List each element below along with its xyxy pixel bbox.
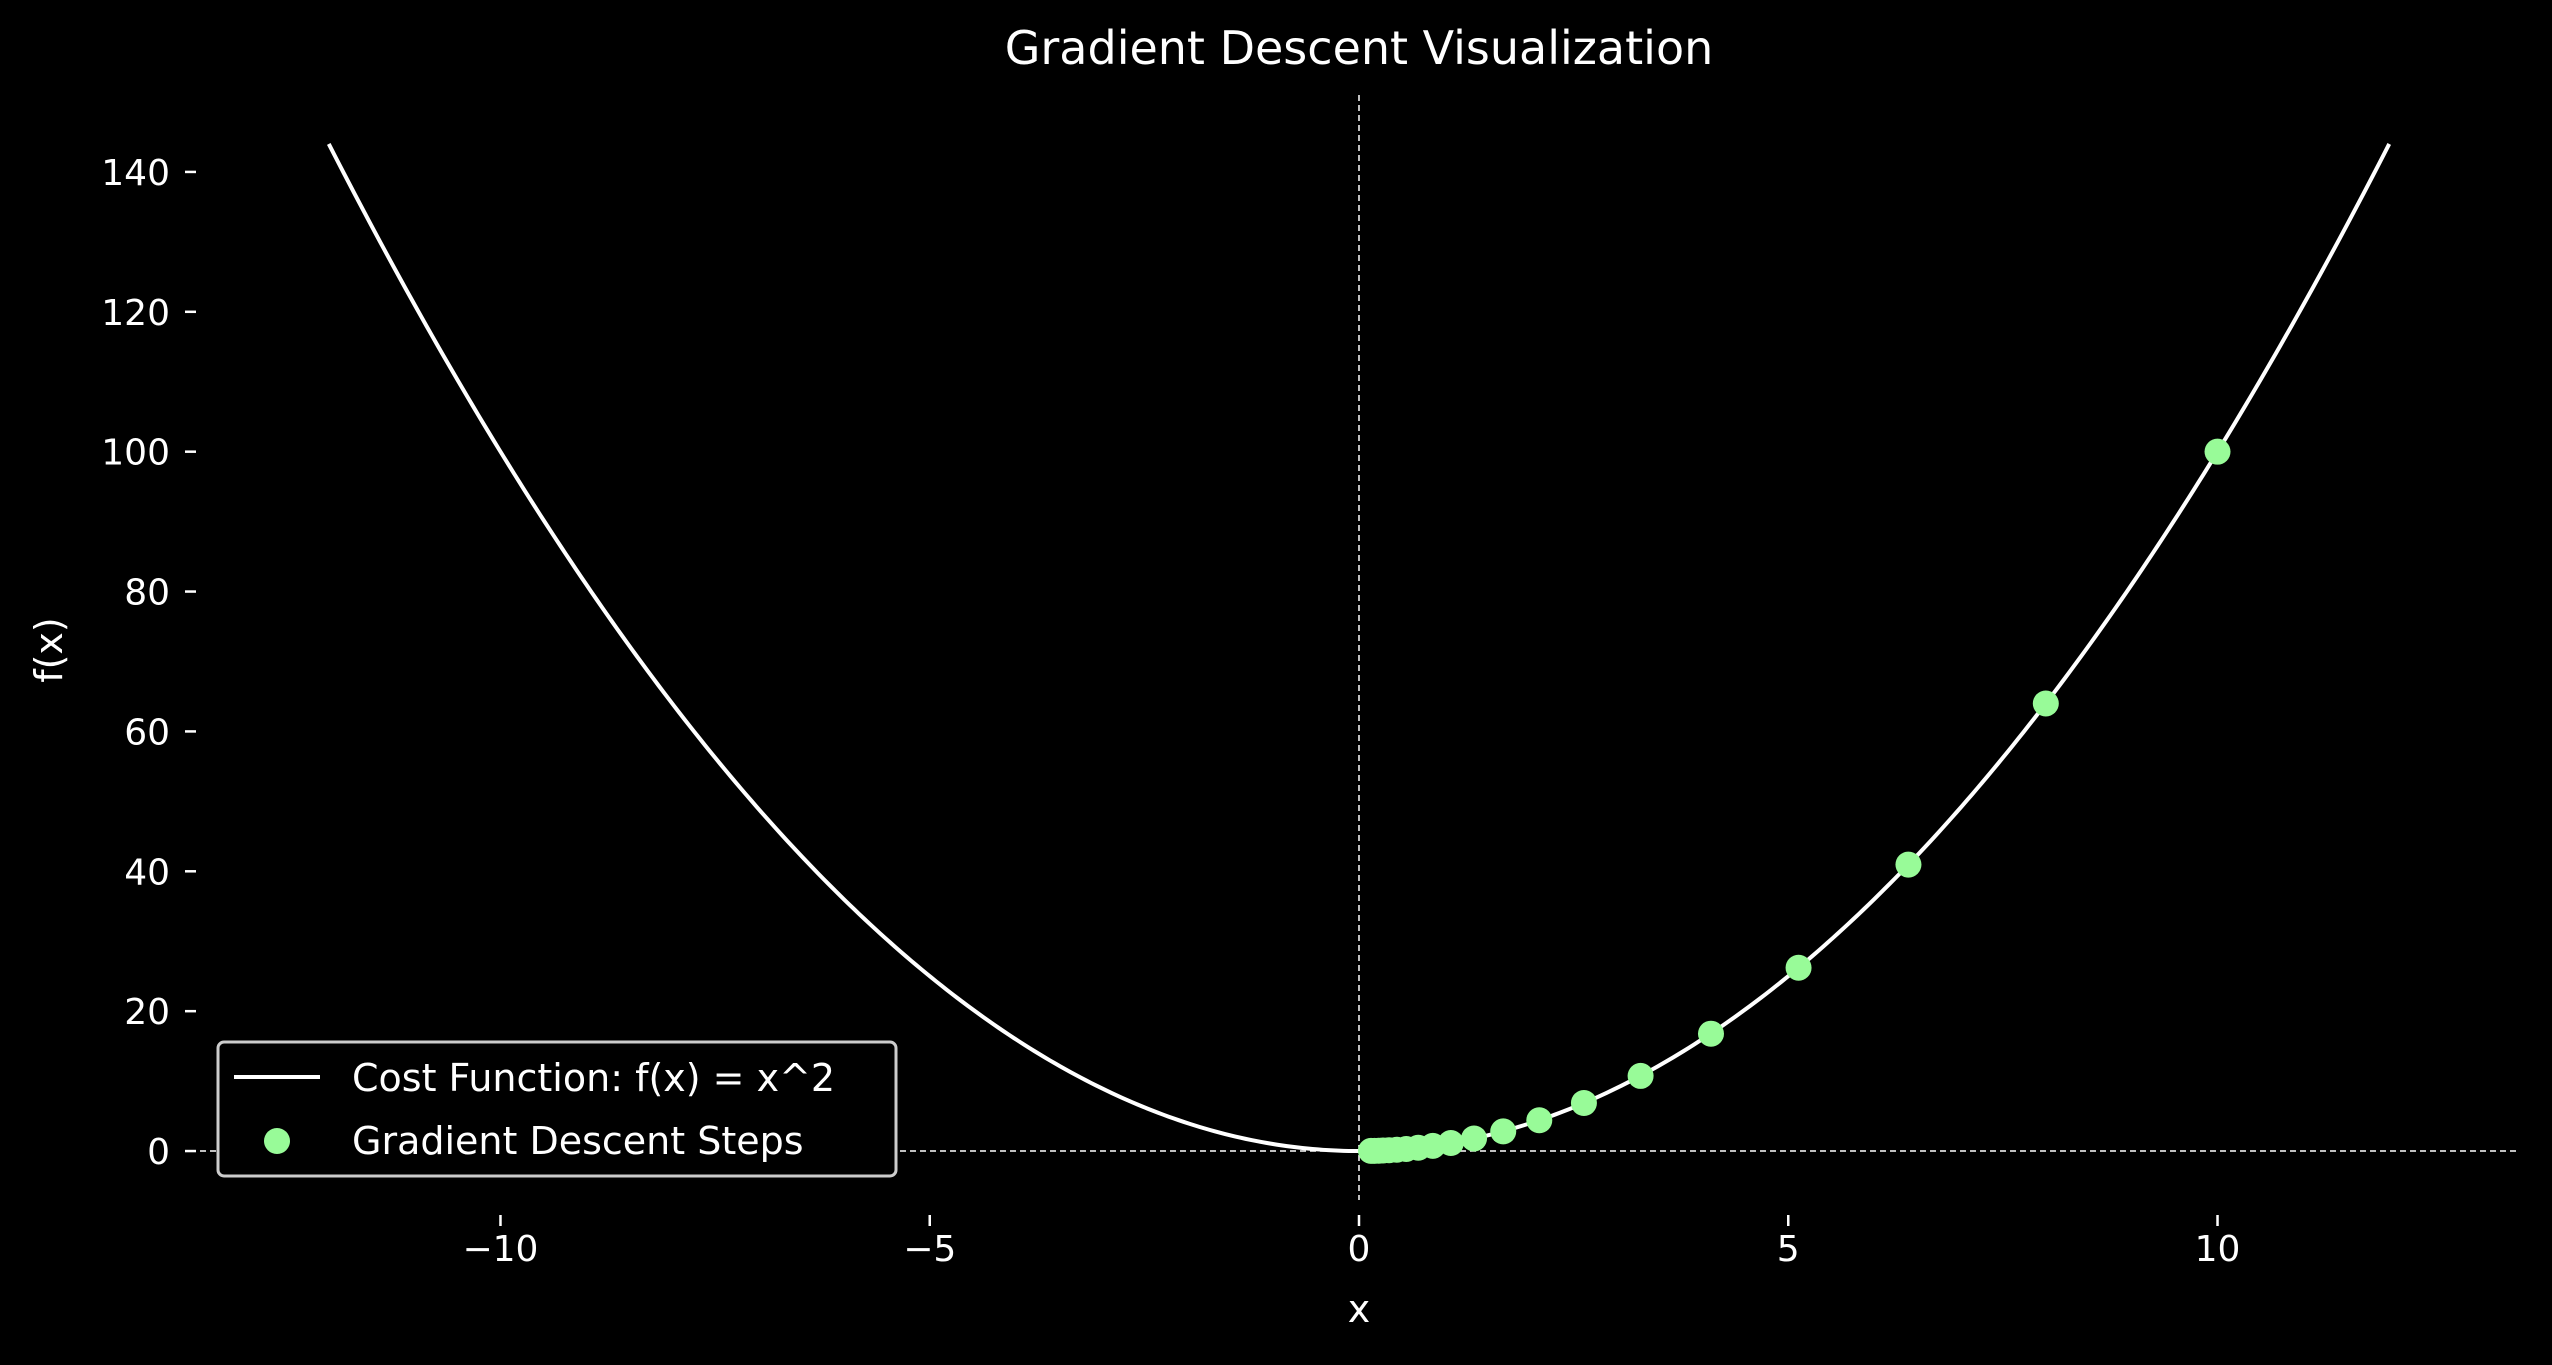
reference-lines — [200, 95, 2518, 1200]
gradient-step-point — [1785, 954, 1812, 981]
legend-marker-swatch — [264, 1128, 290, 1154]
x-tick-label: 5 — [1777, 1229, 1800, 1270]
y-tick-label: 60 — [124, 712, 170, 753]
y-tick-label: 80 — [124, 573, 170, 614]
y-axis-label: f(x) — [27, 617, 71, 683]
y-tick-label: 20 — [124, 992, 170, 1033]
gradient-step-point — [1461, 1125, 1488, 1152]
y-tick-label: 120 — [101, 293, 170, 334]
legend-entry-gradient-steps: Gradient Descent Steps — [352, 1119, 804, 1163]
gradient-step-point — [1627, 1062, 1654, 1089]
gradient-step-point — [1570, 1090, 1597, 1116]
gradient-step-point — [1895, 851, 1922, 878]
gradient-step-point — [1490, 1118, 1517, 1145]
y-tick-label: 100 — [101, 433, 170, 474]
x-tick-label: −5 — [903, 1229, 956, 1270]
x-axis-label: x — [1348, 1287, 1371, 1331]
x-tick-label: 10 — [2195, 1229, 2241, 1270]
chart-title: Gradient Descent Visualization — [1005, 21, 1714, 75]
legend-entry-cost-function: Cost Function: f(x) = x^2 — [352, 1056, 835, 1100]
legend-frame — [216, 1040, 898, 1178]
gradient-step-point — [2204, 438, 2231, 465]
gradient-step-point — [1526, 1107, 1553, 1134]
x-tick-label: 0 — [1348, 1229, 1371, 1270]
gradient-steps-layer — [1358, 438, 2231, 1164]
y-tick-label: 0 — [147, 1132, 170, 1173]
gradient-step-point — [1697, 1020, 1724, 1047]
gradient-step-point — [1358, 1137, 1385, 1164]
y-tick-label: 40 — [124, 852, 170, 893]
x-tick-label: −10 — [462, 1229, 538, 1270]
y-tick-label: 140 — [101, 153, 170, 194]
legend: Cost Function: f(x) = x^2 Gradient Desce… — [216, 1040, 898, 1178]
gradient-step-point — [2032, 690, 2059, 717]
